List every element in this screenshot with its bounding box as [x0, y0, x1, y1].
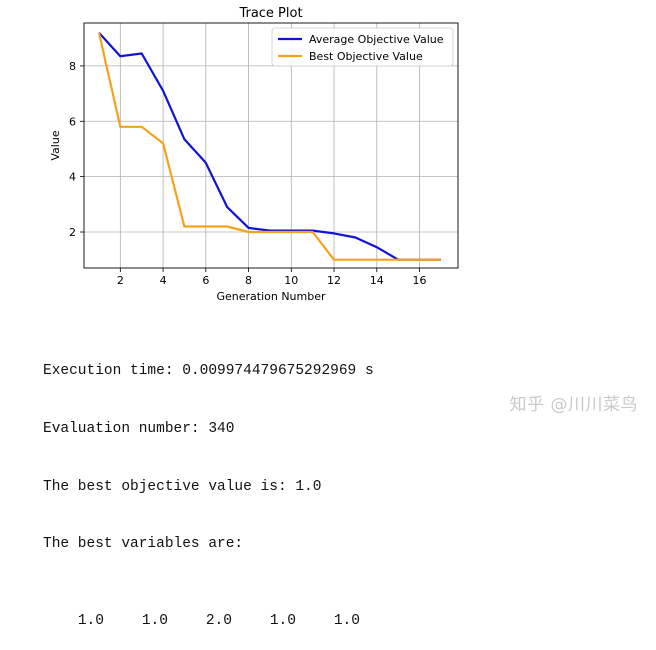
series-line	[98, 31, 441, 261]
series-line	[97, 32, 441, 261]
x-axis-label: Generation Number	[216, 290, 326, 303]
best-variables-row: 1.0 1.0 2.0 1.0 1.0	[43, 593, 398, 629]
variable-value: 1.0	[333, 612, 360, 629]
plot-frame	[83, 22, 459, 269]
legend-label: Average Objective Value	[309, 33, 444, 46]
legend-box	[271, 27, 454, 67]
y-axis-label: Value	[49, 130, 62, 160]
execution-time-line: Execution time: 0.009974479675292969 s	[43, 363, 374, 380]
x-tick-label: 14	[370, 274, 384, 287]
x-tick-label: 6	[202, 274, 209, 287]
watermark: 知乎 @川川菜鸟	[509, 395, 638, 415]
x-tick-label: 10	[284, 274, 298, 287]
best-objective-line: The best objective value is: 1.0	[43, 478, 322, 495]
variable-value: 1.0	[269, 612, 296, 629]
console-output: Execution time: 0.009974479675292969 s E…	[43, 324, 398, 631]
y-tick-label: 4	[69, 171, 76, 184]
x-tick-label: 2	[117, 274, 124, 287]
x-tick-label: 16	[413, 274, 427, 287]
best-variables-heading: The best variables are:	[43, 536, 244, 553]
variable-value: 1.0	[77, 612, 104, 629]
y-tick-label: 8	[69, 60, 76, 73]
variable-value: 1.0	[141, 612, 168, 629]
y-tick-label: 2	[69, 226, 76, 239]
x-tick-label: 8	[245, 274, 252, 287]
evaluation-number-line: Evaluation number: 340	[43, 421, 235, 437]
x-tick-label: 12	[327, 274, 341, 287]
legend-label: Best Objective Value	[309, 50, 423, 63]
y-tick-label: 6	[69, 115, 76, 128]
trace-plot-chart: 2 4 6 8 10 12 14 16 2 4 6 8 Trace Plot Generation Num…	[49, 6, 459, 303]
chart-title: Trace Plot	[238, 6, 302, 21]
x-tick-label: 4	[160, 274, 167, 287]
variable-value: 2.0	[205, 612, 232, 629]
